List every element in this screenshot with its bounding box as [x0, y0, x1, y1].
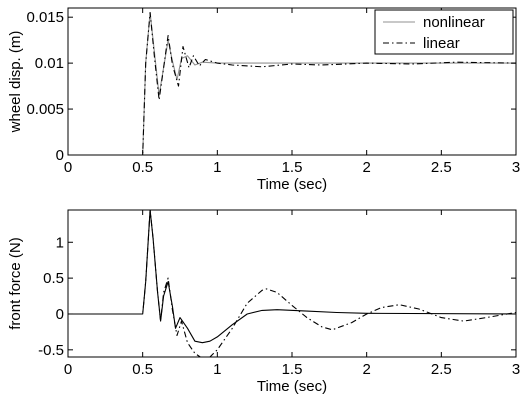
- wheel-displacement-x-axis-label: Time (sec): [257, 176, 327, 193]
- front-force-series: [68, 210, 516, 357]
- series-line-linear: [68, 12, 516, 155]
- legend: nonlinear linear: [374, 9, 514, 55]
- series-line-linear: [68, 210, 516, 357]
- x-tick-label: 2.5: [431, 159, 452, 176]
- front-force-plot-area: [68, 210, 516, 357]
- legend-box: [374, 9, 514, 55]
- front-force-x-axis-label: Time (sec): [257, 378, 327, 395]
- front-force-y-axis-label: front force (N): [7, 237, 24, 330]
- wheel-displacement-y-axis-label: wheel disp. (m): [7, 31, 24, 134]
- x-tick-label: 1.5: [282, 361, 303, 378]
- x-tick-label: 2: [362, 159, 370, 176]
- legend-label-nonlinear: nonlinear: [423, 14, 485, 31]
- x-tick-label: 0.5: [132, 361, 153, 378]
- front-force-panel: 0 0.5 1 1.5 2 2.5 3-0.500.51 Time (sec) front …: [7, 209, 520, 395]
- x-tick-label: 0: [64, 159, 72, 176]
- y-tick-label: 0.01: [35, 55, 64, 72]
- x-tick-label: 0: [64, 361, 72, 378]
- y-tick-label: 0: [56, 306, 64, 323]
- y-tick-label: 1: [56, 234, 64, 251]
- front-force-ticks: 0 0.5 1 1.5 2 2.5 3-0.500.51: [38, 210, 520, 378]
- wheel-displacement-axes-frame: [67, 7, 517, 156]
- front-force-axes-frame: [67, 209, 517, 358]
- x-tick-label: 1: [213, 159, 221, 176]
- y-tick-label: 0.005: [26, 101, 64, 118]
- y-tick-label: 0.5: [43, 270, 64, 287]
- x-tick-label: 1: [213, 361, 221, 378]
- series-line-nonlinear: [68, 12, 516, 155]
- x-tick-label: 3: [512, 361, 520, 378]
- y-tick-label: 0.015: [26, 9, 64, 26]
- x-tick-label: 3: [512, 159, 520, 176]
- y-tick-label: 0: [56, 147, 64, 164]
- x-tick-label: 1.5: [282, 159, 303, 176]
- legend-label-linear: linear: [423, 35, 460, 52]
- y-tick-label: -0.5: [38, 342, 64, 359]
- x-tick-label: 0.5: [132, 159, 153, 176]
- wheel-displacement-series: [68, 12, 516, 155]
- x-tick-label: 2.5: [431, 361, 452, 378]
- x-tick-label: 2: [362, 361, 370, 378]
